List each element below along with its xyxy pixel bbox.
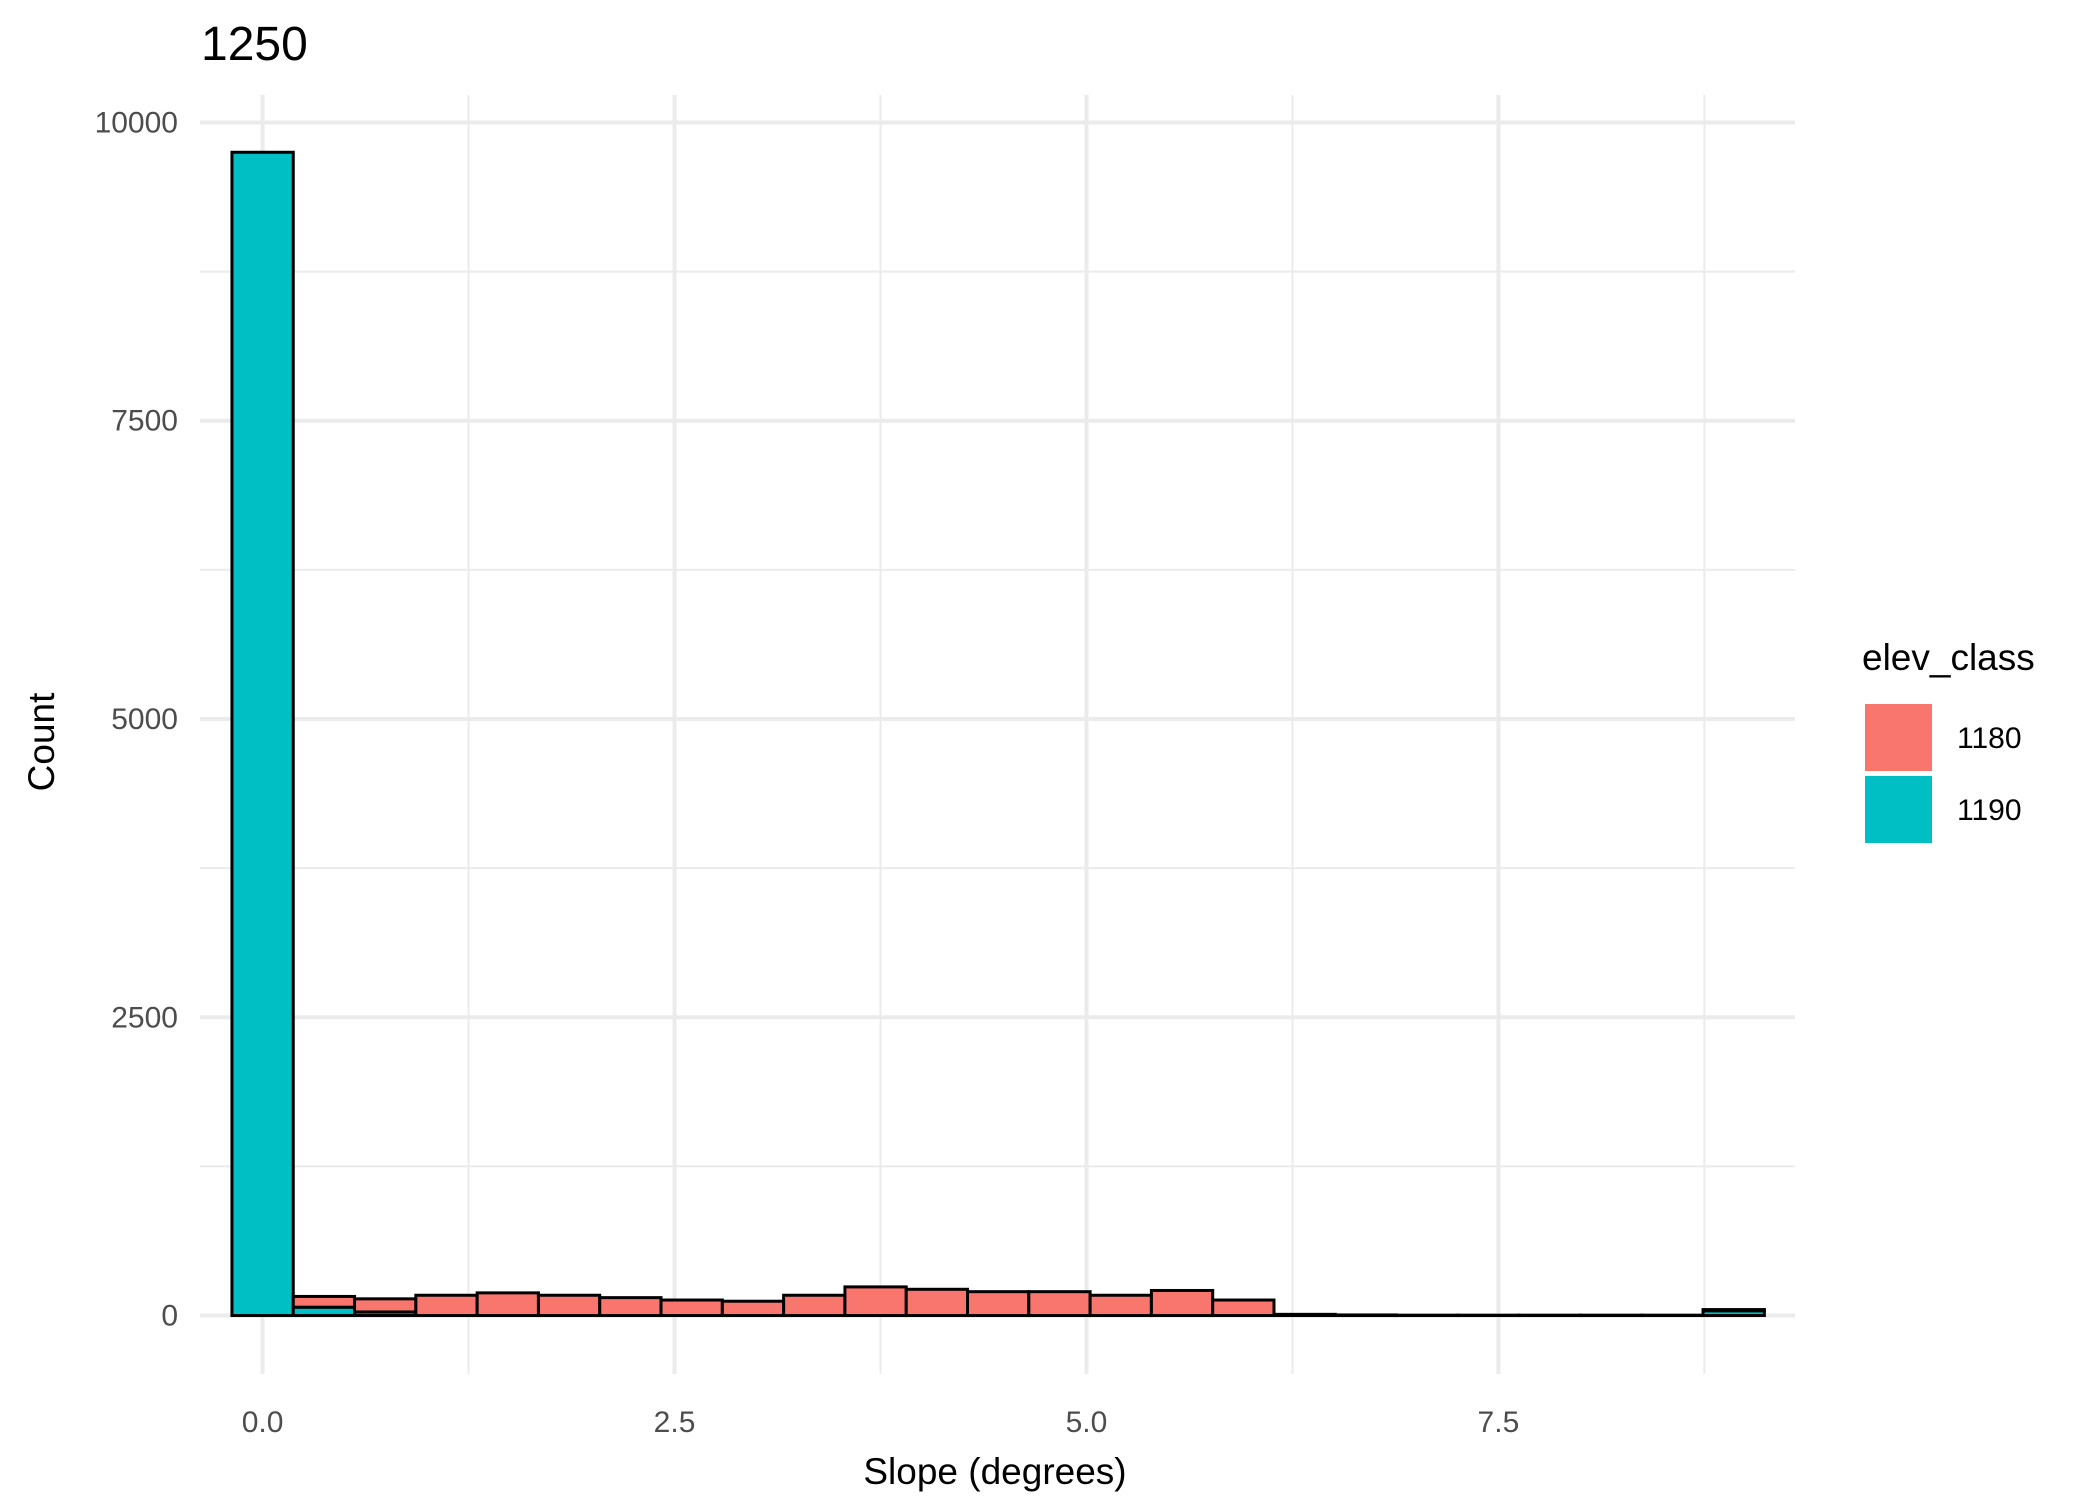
bar-1180 [782,1293,847,1318]
legend-label-1190: 1190 [1957,794,2022,827]
bar-1180 [1211,1298,1276,1318]
legend-title: elev_class [1862,637,2035,678]
major-gridlines [200,95,1795,1374]
x-tick-label: 0.0 [242,1406,284,1439]
bar-1180 [904,1287,970,1318]
legend-label-1180: 1180 [1957,722,2022,755]
legend: elev_class 1180 1190 [1862,637,2035,843]
chart-title: 1250 [201,18,308,71]
bar-1180 [659,1298,724,1318]
y-tick-label: 2500 [111,1001,178,1034]
minor-gridlines [200,95,1795,1374]
legend-key-1180 [1865,704,1932,771]
bar-1180 [720,1299,786,1318]
bar-1180 [843,1285,908,1318]
y-tick-label: 10000 [95,106,178,139]
y-tick-label: 0 [161,1300,178,1333]
y-axis-ticks: 0 2500 5000 7500 10000 [95,106,178,1332]
bar-1180 [353,1297,418,1314]
x-tick-label: 5.0 [1066,1406,1108,1439]
x-tick-label: 2.5 [654,1406,696,1439]
bar-1180 [598,1296,663,1318]
bar-1180 [1701,1308,1766,1313]
x-axis-title: Slope (degrees) [863,1451,1126,1492]
histogram-bars [230,150,1766,1318]
x-axis-ticks: 0.0 2.5 5.0 7.5 [242,1406,1520,1439]
bar-1180 [536,1293,602,1318]
bar-1180 [1027,1290,1092,1318]
bar-1180 [1333,1313,1399,1318]
bar-1180 [414,1293,479,1318]
legend-key-1190 [1865,776,1932,843]
bar-1190 [230,150,295,1318]
bar-1180 [966,1290,1031,1318]
x-tick-label: 7.5 [1478,1406,1520,1439]
bar-1180 [291,1294,357,1309]
bar-1180 [475,1291,540,1318]
bar-1180 [1149,1288,1215,1318]
legend-items: 1180 1190 [1865,704,2022,843]
y-axis-title: Count [21,692,62,791]
bar-1180 [1088,1293,1153,1318]
bar-1180 [1272,1312,1337,1318]
y-tick-label: 5000 [111,703,178,736]
y-tick-label: 7500 [111,405,178,438]
